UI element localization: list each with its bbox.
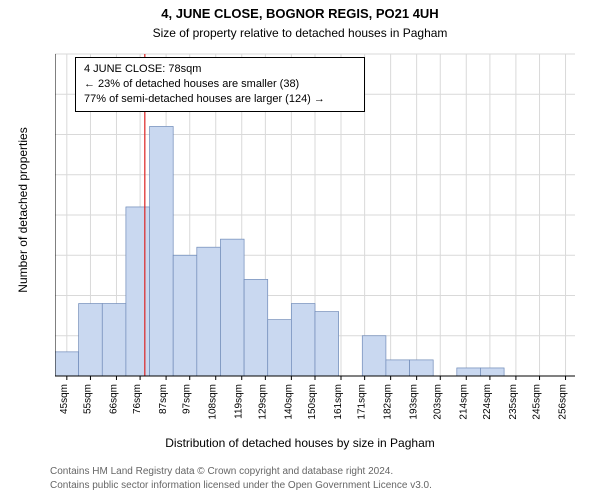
chart-subtitle: Size of property relative to detached ho… <box>0 26 600 40</box>
svg-text:119sqm: 119sqm <box>234 384 245 419</box>
svg-text:161sqm: 161sqm <box>333 384 344 420</box>
svg-text:108sqm: 108sqm <box>208 384 219 420</box>
svg-text:45sqm: 45sqm <box>59 384 70 414</box>
annotation-line-2: ← 23% of detached houses are smaller (38… <box>84 77 356 92</box>
svg-text:214sqm: 214sqm <box>458 384 469 420</box>
chart-title-text: 4, JUNE CLOSE, BOGNOR REGIS, PO21 4UH <box>161 6 438 21</box>
annotation-line-1: 4 JUNE CLOSE: 78sqm <box>84 62 356 77</box>
svg-text:203sqm: 203sqm <box>432 384 443 420</box>
svg-text:129sqm: 129sqm <box>257 384 268 420</box>
annotation-line-3: 77% of semi-detached houses are larger (… <box>84 92 356 107</box>
svg-text:245sqm: 245sqm <box>532 384 543 420</box>
x-axis-label: Distribution of detached houses by size … <box>0 436 600 450</box>
copyright-line-1: Contains HM Land Registry data © Crown c… <box>50 465 592 479</box>
x-axis-label-text: Distribution of detached houses by size … <box>165 436 435 450</box>
svg-text:171sqm: 171sqm <box>357 384 368 420</box>
svg-text:224sqm: 224sqm <box>482 384 493 420</box>
svg-text:76sqm: 76sqm <box>132 384 143 414</box>
chart-title: 4, JUNE CLOSE, BOGNOR REGIS, PO21 4UH <box>0 6 600 21</box>
svg-text:66sqm: 66sqm <box>108 384 119 414</box>
svg-text:182sqm: 182sqm <box>383 384 394 420</box>
copyright-notes: Contains HM Land Registry data © Crown c… <box>50 465 592 492</box>
y-axis-label: Number of detached properties <box>16 60 30 360</box>
svg-text:256sqm: 256sqm <box>558 384 569 420</box>
annotation-box: 4 JUNE CLOSE: 78sqm ← 23% of detached ho… <box>75 57 365 112</box>
svg-text:87sqm: 87sqm <box>158 384 169 414</box>
svg-text:140sqm: 140sqm <box>283 384 294 420</box>
svg-text:97sqm: 97sqm <box>182 384 193 414</box>
svg-text:235sqm: 235sqm <box>508 384 519 420</box>
chart-subtitle-text: Size of property relative to detached ho… <box>153 26 448 40</box>
y-axis-label-text: Number of detached properties <box>16 127 30 292</box>
svg-text:193sqm: 193sqm <box>409 384 420 420</box>
svg-text:150sqm: 150sqm <box>307 384 318 420</box>
copyright-line-2: Contains public sector information licen… <box>50 479 592 493</box>
svg-text:55sqm: 55sqm <box>82 384 93 414</box>
